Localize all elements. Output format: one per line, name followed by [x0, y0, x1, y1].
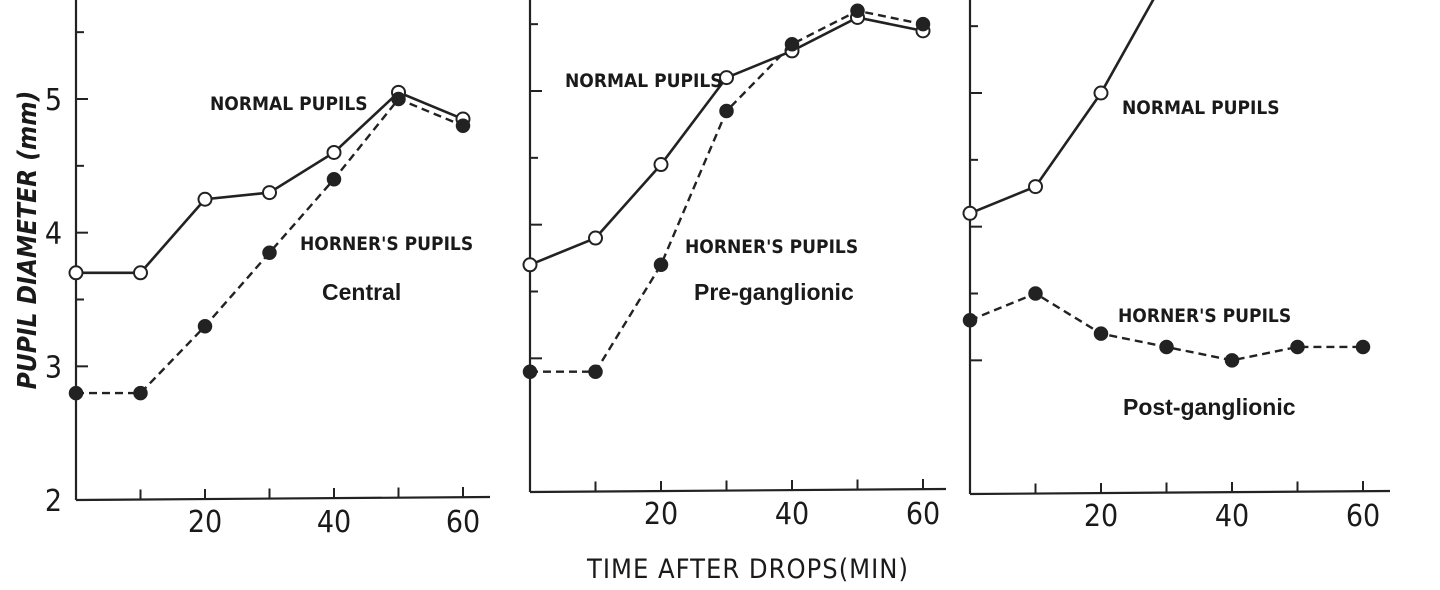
horner-data-point — [68, 385, 84, 401]
x-axis — [969, 489, 1391, 496]
y-tick-label: 3 — [45, 350, 62, 385]
horner-data-point — [455, 118, 471, 133]
normal-data-point — [653, 157, 669, 173]
normal-data-point — [262, 185, 277, 201]
normal-pupils-label: NORMAL PUPILS — [565, 70, 723, 92]
normal-data-point — [1093, 85, 1109, 101]
horner-data-point — [784, 36, 800, 52]
y-axis-label: PUPIL DIAMETER (mm) — [13, 91, 43, 390]
horner-data-point — [522, 364, 538, 379]
x-axis — [75, 495, 491, 502]
horner-data-point — [262, 245, 277, 260]
normal-pupils-label: NORMAL PUPILS — [1122, 97, 1280, 119]
horner-data-point — [850, 3, 865, 19]
normal-data-point — [1028, 179, 1043, 195]
x-tick-label: 20 — [188, 505, 222, 540]
x-tick-label: 20 — [1084, 499, 1118, 534]
x-tick-label: 40 — [317, 505, 351, 540]
horner-data-point — [326, 171, 342, 187]
x-axis — [529, 487, 947, 494]
normal-data-point — [522, 257, 538, 273]
normal-data-point — [326, 144, 342, 160]
horner-pupils-label: HORNER'S PUPILS — [300, 233, 473, 255]
x-tick-label: 20 — [644, 497, 678, 532]
horner-data-point — [1355, 339, 1371, 355]
normal-data-point — [588, 230, 603, 246]
normal-pupils-label: NORMAL PUPILS — [210, 93, 368, 115]
y-tick-label: 4 — [45, 217, 62, 252]
panel-title: Central — [322, 279, 401, 305]
horner-data-point — [588, 364, 603, 379]
panel-1: 20 40 60 NORMAL PUPILS HORNER'S PUPILS Centra… — [68, 0, 491, 540]
horner-data-point — [962, 312, 978, 328]
horner-data-point — [915, 16, 931, 32]
horner-data-point — [1224, 353, 1240, 368]
horner-data-point — [719, 103, 734, 119]
normal-data-point — [133, 265, 148, 281]
x-tick-label: 60 — [906, 497, 940, 532]
x-tick-label: 40 — [775, 497, 809, 532]
panel-2: 20 40 60 NORMAL PUPILS HORNER'S PUPILS Pre-ga… — [522, 0, 947, 532]
x-axis-label: TIME AFTER DROPS(MIN) — [586, 554, 909, 585]
y-tick-label: 2 — [45, 484, 62, 519]
horner-data-point — [1290, 339, 1305, 355]
horner-data-point — [391, 91, 406, 107]
x-tick-label: 60 — [1346, 499, 1380, 534]
panel-3: 20 40 60 NORMAL PUPILS HORNER'S PUPILS Post-g… — [962, 0, 1391, 534]
normal-data-point — [719, 70, 734, 86]
horner-data-point — [1159, 339, 1174, 355]
horner-data-point — [133, 385, 148, 401]
normal-data-point — [962, 205, 978, 221]
horner-series-line — [530, 9, 924, 373]
horner-pupils-label: HORNER'S PUPILS — [685, 236, 858, 258]
horner-data-point — [1028, 286, 1043, 301]
y-tick-label: 5 — [45, 83, 62, 118]
horner-data-point — [1093, 326, 1109, 341]
panel-title: Post-ganglionic — [1123, 394, 1296, 420]
panel-title: Pre-ganglionic — [694, 279, 854, 305]
normal-data-point — [68, 265, 84, 281]
normal-series-line — [529, 16, 924, 266]
horner-data-point — [653, 257, 669, 273]
horner-pupils-label: HORNER'S PUPILS — [1118, 305, 1291, 327]
x-tick-label: 60 — [446, 505, 480, 540]
x-tick-label: 40 — [1215, 499, 1249, 534]
normal-data-point — [197, 191, 213, 207]
normal-series-line — [969, 0, 1155, 215]
horner-data-point — [197, 318, 213, 334]
